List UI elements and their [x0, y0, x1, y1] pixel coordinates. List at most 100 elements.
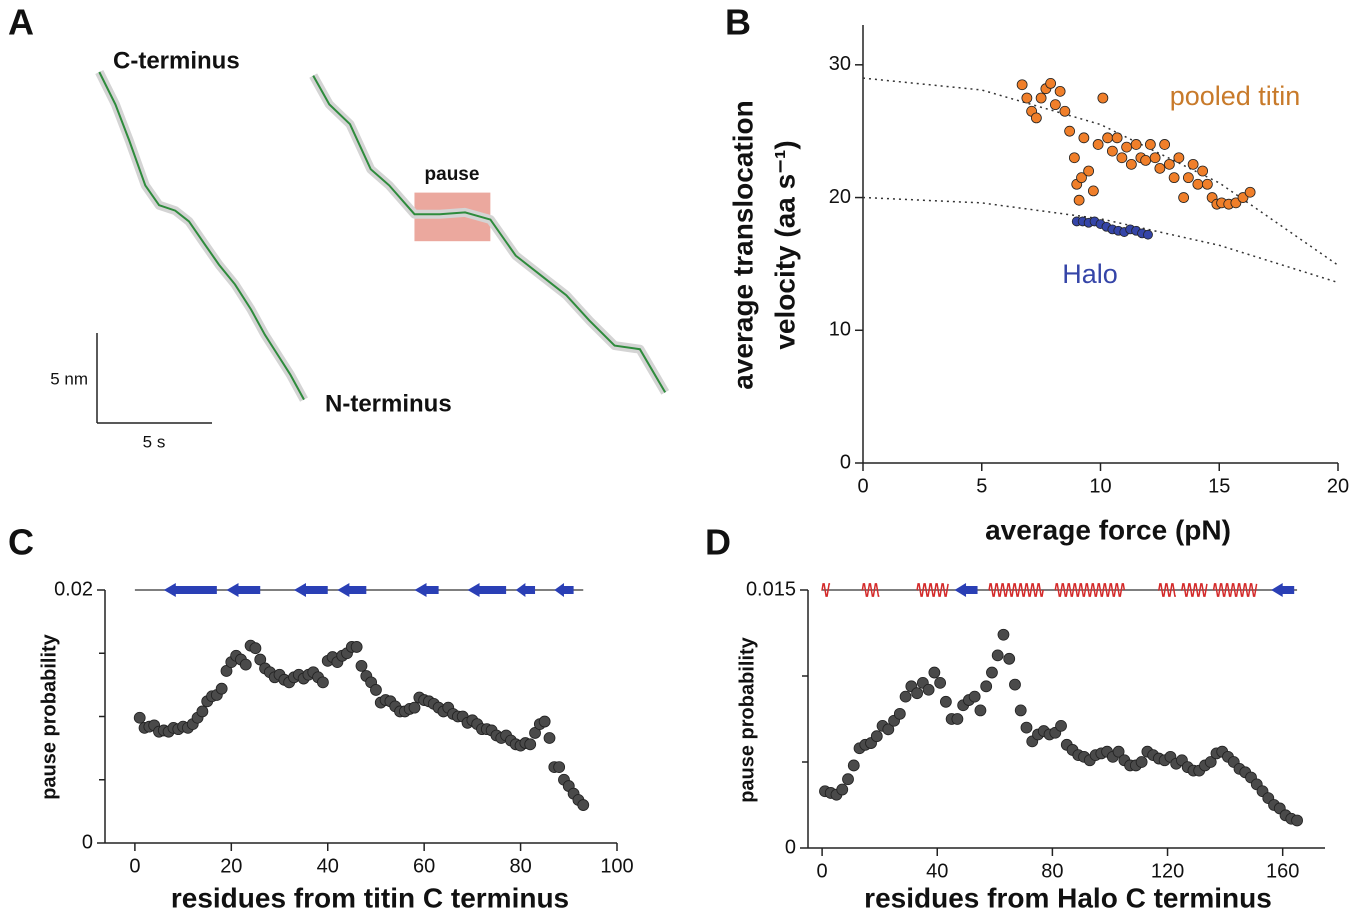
point	[1192, 178, 1204, 190]
strand	[467, 583, 507, 597]
strand	[293, 583, 328, 597]
panel-letter: C	[8, 522, 34, 563]
point	[836, 783, 849, 796]
point	[1092, 139, 1104, 150]
x-tick-label: 80	[1041, 860, 1063, 882]
strand	[954, 583, 978, 597]
point	[196, 705, 209, 718]
point	[577, 799, 590, 811]
point	[543, 732, 556, 744]
y-axis-label: velocity (aa s⁻¹)	[769, 140, 800, 349]
point	[1154, 162, 1166, 174]
point	[1003, 652, 1016, 665]
point	[1102, 132, 1114, 144]
point	[934, 676, 947, 689]
point	[882, 723, 895, 736]
point	[1076, 172, 1087, 184]
panel-letter: D	[705, 522, 731, 563]
trace	[312, 75, 667, 393]
point	[1064, 125, 1076, 137]
point	[1291, 814, 1303, 827]
y-tick-label: 0	[840, 451, 851, 473]
point	[997, 628, 1010, 641]
scale-label: 5 s	[143, 432, 166, 451]
point	[842, 773, 854, 786]
point	[1237, 192, 1249, 203]
point	[1149, 152, 1161, 164]
x-tick-label: 40	[317, 855, 339, 877]
x-tick-label: 20	[1327, 475, 1349, 497]
point	[1020, 721, 1033, 734]
point	[1125, 158, 1137, 170]
strand	[554, 583, 574, 597]
y-axis-label: pause probability	[736, 636, 758, 802]
x-tick-label: 0	[129, 855, 140, 877]
point	[317, 676, 329, 689]
point	[1059, 105, 1071, 117]
x-tick-label: 160	[1266, 860, 1299, 882]
point	[951, 713, 964, 725]
helix	[1181, 583, 1208, 597]
x-tick-label: 60	[413, 855, 435, 877]
y-tick-label: 30	[829, 53, 851, 75]
point	[1173, 152, 1185, 164]
point	[553, 761, 566, 773]
point	[1201, 178, 1213, 190]
y-tick-label: 0	[785, 836, 796, 858]
point	[1068, 152, 1080, 164]
x-tick-label: 80	[509, 855, 531, 877]
x-tick-label: 5	[976, 475, 987, 497]
point	[133, 711, 146, 724]
series-label: pooled titin	[1170, 81, 1301, 111]
point	[355, 660, 368, 672]
helix	[1158, 583, 1176, 597]
point	[939, 695, 952, 708]
x-tick-label: 40	[926, 860, 948, 882]
x-axis-label: residues from Halo C terminus	[864, 882, 1272, 913]
pause-label: pause	[425, 164, 480, 185]
annotation: C-terminus	[113, 47, 240, 74]
point	[350, 641, 363, 653]
point	[408, 701, 421, 714]
y-axis-label: average translocation	[727, 100, 758, 389]
y-tick-label: 0.02	[54, 578, 93, 600]
point	[1078, 132, 1090, 144]
trace	[98, 71, 305, 401]
y-tick-label: 10	[829, 319, 851, 341]
point	[974, 704, 987, 717]
y-axis-label: pause probability	[38, 633, 60, 799]
point	[1144, 139, 1156, 150]
point	[239, 658, 252, 671]
x-tick-label: 20	[220, 855, 242, 877]
point	[1016, 79, 1028, 91]
point	[1168, 172, 1180, 184]
point	[991, 649, 1004, 662]
x-tick-label: 0	[817, 860, 828, 882]
point	[1030, 112, 1042, 124]
y-tick-label: 0.015	[746, 578, 796, 600]
point	[1045, 78, 1057, 89]
series-label: Halo	[1062, 259, 1118, 289]
x-tick-label: 0	[857, 475, 868, 497]
point	[1140, 154, 1152, 166]
point	[899, 690, 912, 703]
x-tick-label: 120	[1151, 860, 1184, 882]
helix	[916, 583, 949, 597]
point	[870, 730, 883, 743]
strand	[515, 583, 536, 597]
helix	[821, 583, 831, 597]
point	[1021, 92, 1033, 104]
scale-label: 5 nm	[50, 369, 88, 388]
strand	[1271, 583, 1295, 597]
x-tick-label: 10	[1089, 475, 1111, 497]
strand	[414, 583, 439, 597]
point	[1073, 194, 1085, 206]
point	[1230, 197, 1242, 209]
point	[911, 687, 923, 700]
point	[1009, 678, 1021, 691]
point	[1159, 139, 1171, 150]
point	[1187, 158, 1199, 170]
point	[1054, 85, 1066, 97]
point	[370, 684, 382, 696]
